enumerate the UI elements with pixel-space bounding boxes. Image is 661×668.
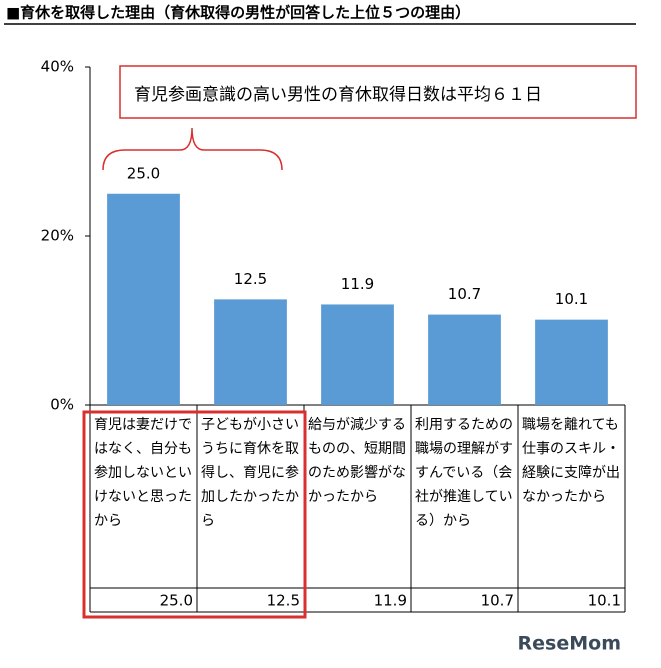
annotation-box <box>119 65 637 119</box>
bar <box>214 299 287 405</box>
brace <box>102 127 283 171</box>
bar <box>535 319 608 405</box>
category-label: 給与が減少するものの、短期間のため影響がなかったから <box>308 417 406 505</box>
data-label: 11.9 <box>341 275 374 293</box>
table-value: 10.7 <box>481 592 514 610</box>
highlight-box <box>82 410 307 619</box>
category-label: 子どもが小さいうちに育休を取得し、育児に参加したかったから <box>201 417 299 529</box>
data-label: 12.5 <box>234 270 267 288</box>
y-tick-label: 20% <box>41 227 74 245</box>
category-label: 利用するための職場の理解がすすんでいる（会社が推進している）から <box>415 417 513 529</box>
bar <box>107 193 180 405</box>
table-value: 25.0 <box>160 592 193 610</box>
annotation: 育児参画意識の高い男性の育休取得日数は平均６１日 <box>134 85 542 105</box>
category-label: 職場を離れても仕事のスキル・経験に支障が出なかったから <box>522 417 620 505</box>
bar <box>428 314 501 405</box>
y-tick-label: 0% <box>50 396 74 414</box>
bar <box>321 304 394 405</box>
table-value: 10.1 <box>588 592 621 610</box>
table-value: 11.9 <box>374 592 407 610</box>
data-label: 10.1 <box>555 290 588 308</box>
chart-title: ■育休を取得した理由（育休取得の男性が回答した上位５つの理由） <box>6 4 470 22</box>
category-label: 育児は妻だけではなく、自分も参加しないといけないと思ったから <box>94 417 192 529</box>
table-value: 12.5 <box>267 592 300 610</box>
data-label: 25.0 <box>127 164 160 182</box>
watermark: ReseMom <box>518 633 621 655</box>
data-label: 10.7 <box>448 285 481 303</box>
y-tick-label: 40% <box>41 58 74 76</box>
